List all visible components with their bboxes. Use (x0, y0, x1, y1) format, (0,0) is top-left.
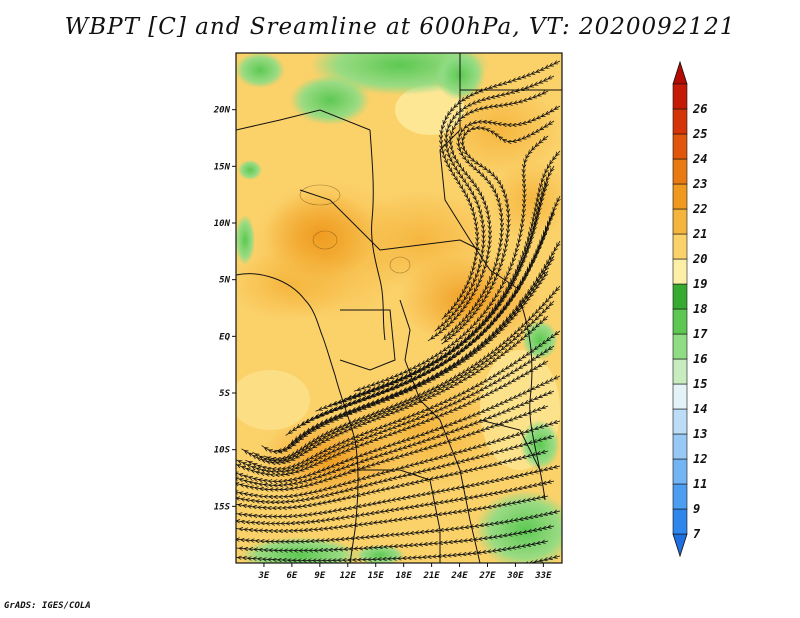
colorbar-label: 7 (693, 527, 701, 541)
x-tick-label: 21E (422, 571, 440, 581)
y-tick-label: 10N (214, 219, 231, 229)
colorbar-segment (672, 133, 688, 160)
chart-title: WBPT [C] and Sreamline at 600hPa, VT: 20… (64, 14, 736, 40)
colorbar-max-triangle (672, 60, 688, 85)
colorbar-label: 17 (693, 327, 708, 341)
streamlines (236, 61, 560, 563)
y-tick-label: 5S (219, 389, 230, 399)
colorbar-segment (672, 383, 688, 410)
colorbar-segment (672, 358, 688, 385)
colorbar-label: 9 (693, 502, 700, 516)
colorbar-segment (672, 283, 688, 310)
y-tick-label: 20N (213, 106, 231, 116)
colorbar: 7 9 11 12 13 14 15 16 17 18 19 20 21 22 23 24 25 26 (672, 60, 708, 558)
streamline (236, 541, 549, 561)
x-tick-label: 24E (450, 571, 468, 581)
x-tick-label: 33E (534, 571, 552, 581)
x-tick-label: 18E (396, 571, 413, 581)
colorbar-label: 22 (692, 202, 707, 216)
colorbar-label: 11 (693, 477, 707, 491)
colorbar-segment (672, 183, 688, 210)
x-tick-label: 30E (506, 571, 524, 581)
colorbar-segment (672, 208, 688, 235)
y-tick-label: 10S (214, 446, 231, 456)
colorbar-segment (672, 433, 688, 460)
x-tick-label: 12E (340, 571, 357, 581)
colorbar-label: 24 (692, 152, 707, 166)
colorbar-min-triangle (672, 533, 688, 558)
y-tick-label: 15N (214, 162, 231, 172)
colorbar-label: 13 (693, 427, 707, 441)
plot-frame (235, 52, 563, 564)
wbpt-field (236, 53, 562, 563)
colorbar-label: 14 (693, 402, 707, 416)
colorbar-segment (672, 258, 688, 285)
colorbar-label: 26 (692, 102, 707, 116)
y-tick-label: 15S (214, 502, 231, 512)
y-axis: 20N 15N 10N 5N EQ 5S 10S 15S (213, 106, 236, 512)
colorbar-segment (672, 83, 688, 110)
colorbar-segment (672, 508, 688, 535)
colorbar-segment (672, 308, 688, 335)
colorbar-label: 20 (692, 252, 707, 266)
colorbar-segment (672, 458, 688, 485)
x-tick-label: 6E (286, 571, 297, 581)
colorbar-segment (672, 108, 688, 135)
colorbar-label: 19 (693, 277, 707, 291)
colorbar-segment (672, 408, 688, 435)
x-tick-label: 9E (314, 571, 325, 581)
x-tick-label: 15E (368, 571, 385, 581)
colorbar-label: 16 (693, 352, 707, 366)
colorbar-segment (672, 333, 688, 360)
y-tick-label: EQ (219, 332, 230, 342)
colorbar-label: 21 (692, 227, 707, 241)
x-tick-label: 3E (258, 571, 270, 581)
colorbar-label: 23 (692, 177, 707, 191)
colorbar-segment (672, 158, 688, 185)
colorbar-label: 18 (693, 302, 707, 316)
colorbar-label: 12 (693, 452, 707, 466)
x-axis: 3E 6E 9E 12E 15E 18E 21E 24E 27E 30E 33E (258, 563, 552, 581)
colorbar-segment (672, 483, 688, 510)
x-tick-label: 27E (478, 571, 496, 581)
country-borders (236, 53, 562, 563)
credit-label: GrADS: IGES/COLA (4, 601, 91, 611)
colorbar-label: 15 (693, 377, 707, 391)
colorbar-label: 25 (692, 127, 707, 141)
y-tick-label: 5N (219, 276, 230, 286)
colorbar-segment (672, 233, 688, 260)
